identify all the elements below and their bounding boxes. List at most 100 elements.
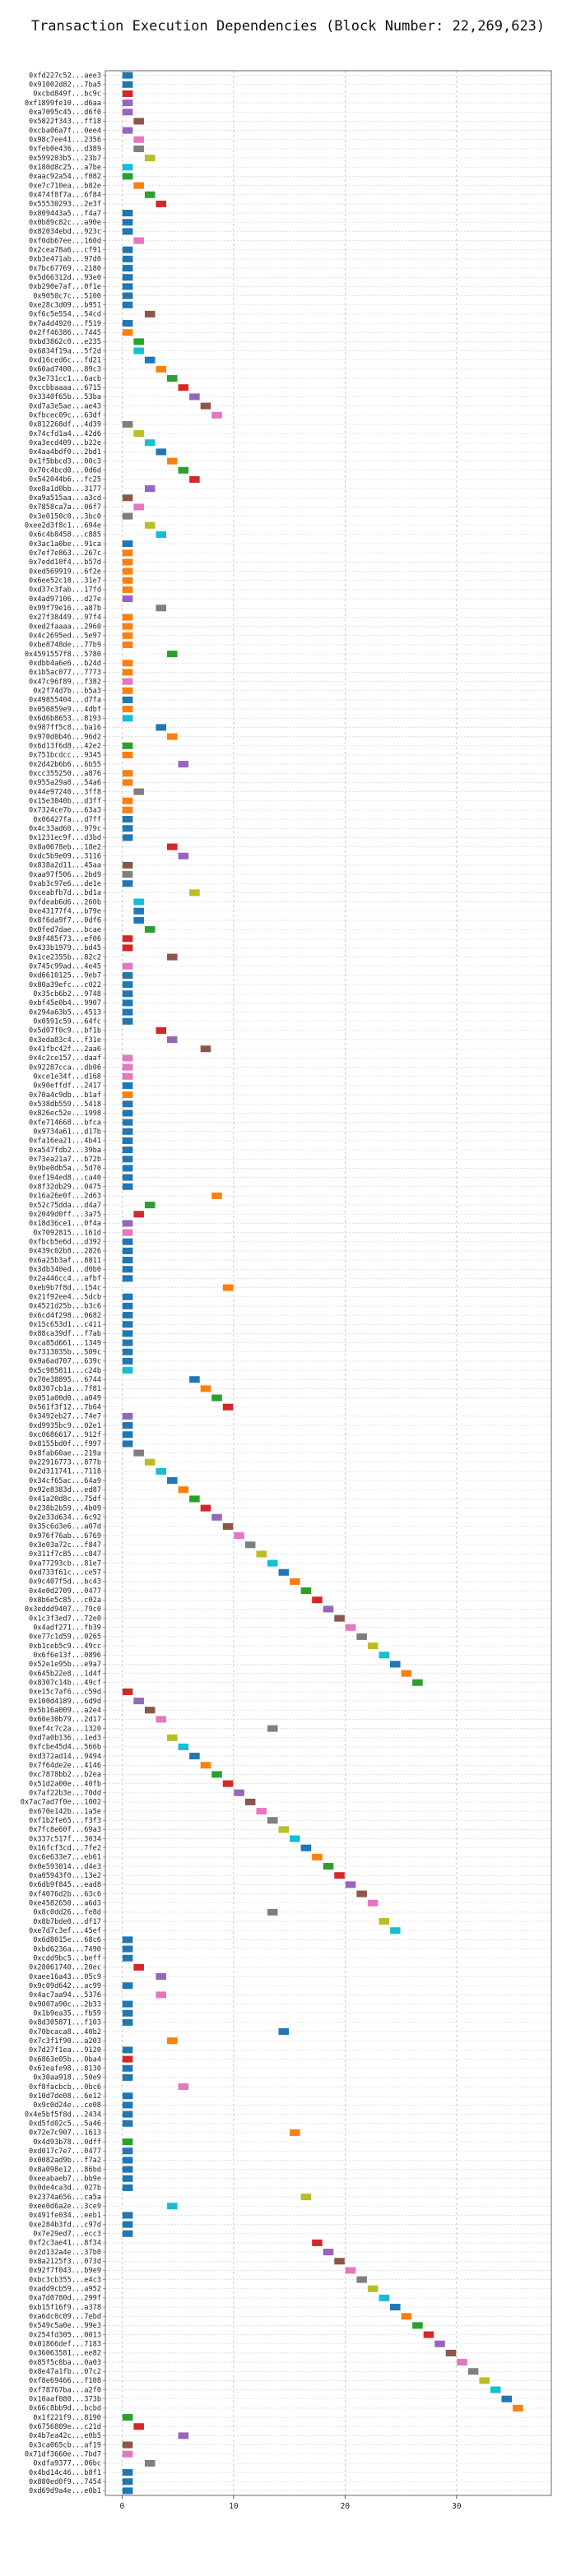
transaction-bar — [156, 605, 167, 612]
transaction-bar — [122, 301, 133, 308]
transaction-label: 0xdc5b9e09...3116 — [29, 853, 101, 861]
transaction-bar — [122, 825, 133, 832]
transaction-bar — [133, 1963, 144, 1971]
transaction-label: 0x6d13f6d8...42e2 — [29, 743, 101, 751]
transaction-bar — [133, 907, 144, 915]
transaction-label: 0x7e29ed7...ecc3 — [33, 2231, 101, 2239]
transaction-label: 0xfcbe45d4...566b — [29, 1744, 101, 1752]
transaction-bar — [222, 1284, 234, 1291]
transaction-label: 0xcbd849f...bc9c — [33, 90, 101, 99]
transaction-label: 0x9050c7c...5100 — [33, 292, 101, 300]
transaction-bar — [122, 210, 133, 217]
transaction-bar — [122, 586, 133, 593]
transaction-bar — [122, 797, 133, 804]
transaction-bar — [412, 1679, 423, 1686]
transaction-label: 0x645b22e8...1d4f — [29, 1670, 101, 1678]
transaction-bar — [122, 420, 133, 428]
transaction-bar — [122, 1054, 133, 1062]
transaction-label: 0x4adf271...fb39 — [33, 1624, 101, 1633]
transaction-label: 0x050859e9...4dbf — [29, 706, 101, 714]
transaction-label: 0x4c2695ed...5e97 — [29, 632, 101, 641]
transaction-bar — [122, 2212, 133, 2219]
transaction-bar — [122, 577, 133, 584]
transaction-bar — [122, 1954, 133, 1962]
transaction-bar — [234, 1532, 244, 1540]
transaction-label: 0x3e03a72c...f847 — [29, 1541, 101, 1550]
transaction-label: 0x3eda83c4...f31e — [29, 1036, 101, 1045]
transaction-label: 0xbc3cb355...e4c3 — [29, 2276, 101, 2284]
transaction-label: 0xa7095c45...d6f0 — [29, 109, 101, 117]
transaction-label: 0x91002d82...7ba5 — [29, 81, 101, 90]
transaction-bar — [144, 926, 156, 934]
transaction-bar — [267, 1559, 278, 1567]
transaction-label: 0x51d2a00e...40fb — [29, 1780, 101, 1788]
transaction-bar — [122, 1330, 133, 1337]
transaction-bar — [390, 2304, 401, 2311]
transaction-label: 0x7ac7ad7f0e...1002 — [21, 1799, 101, 1807]
transaction-bar — [200, 1504, 211, 1512]
transaction-label: 0x6a25b3af...8811 — [29, 1257, 101, 1265]
transaction-label: 0xed569919...6f2e — [29, 568, 101, 576]
transaction-label: 0xb15f16f9...a378 — [29, 2304, 101, 2312]
transaction-label: 0xe284b3fd...c97d — [29, 2221, 101, 2229]
transaction-bar — [122, 944, 133, 952]
transaction-bar — [467, 2368, 479, 2375]
transaction-bar — [222, 1403, 234, 1411]
transaction-label: 0x8a2125f3...073d — [29, 2258, 101, 2266]
transaction-bar — [122, 687, 133, 694]
transaction-label: 0x01866def...7183 — [29, 2341, 101, 2349]
transaction-bar — [222, 1522, 234, 1530]
transaction-label: 0x2ff46386...7445 — [29, 329, 101, 337]
transaction-bar — [122, 1091, 133, 1099]
transaction-label: 0x21f92ee4...5dcb — [29, 1294, 101, 1302]
transaction-bar — [122, 219, 133, 226]
transaction-label: 0x2d42b6b6...6b55 — [29, 761, 101, 769]
transaction-bar — [122, 614, 133, 621]
transaction-bar — [167, 651, 178, 658]
transaction-bar — [122, 806, 133, 813]
transaction-label: 0xa9a515aa...a3cd — [29, 494, 101, 503]
transaction-bar — [122, 1321, 133, 1328]
transaction-label: 0x8b6e5c85...c02a — [29, 1596, 101, 1605]
transaction-label: 0x1f5bbcd3...00c3 — [29, 457, 101, 466]
transaction-bar — [122, 1156, 133, 1163]
transaction-label: 0x9c09d642...ac99 — [29, 1982, 101, 1990]
transaction-bar — [122, 1220, 133, 1227]
transaction-bar — [122, 1128, 133, 1135]
transaction-bar — [144, 155, 156, 162]
transaction-bar — [122, 623, 133, 630]
transaction-bar — [122, 2092, 133, 2100]
transaction-label: 0x6863e05b...0ba4 — [29, 2055, 101, 2064]
transaction-bar — [133, 136, 144, 143]
transaction-label: 0x73ea21a7...b72b — [29, 1156, 101, 1164]
transaction-label: 0x34cf65ac...64a9 — [29, 1477, 101, 1485]
transaction-label: 0xee2d3f8c1...694e — [25, 522, 101, 530]
transaction-bar — [122, 1174, 133, 1181]
transaction-label: 0x9007a90c...2b33 — [29, 2000, 101, 2008]
transaction-label: 0x60e30b79...2d17 — [29, 1716, 101, 1724]
transaction-bar — [200, 1045, 211, 1053]
transaction-bar — [122, 1367, 133, 1374]
transaction-label: 0x6c4b8458...c885 — [29, 531, 101, 540]
transaction-bar — [122, 1440, 133, 1448]
transaction-label: 0x2374a656...ca5a — [29, 2194, 101, 2202]
transaction-bar — [167, 733, 178, 740]
transaction-bar — [122, 660, 133, 667]
transaction-bar — [122, 1073, 133, 1080]
transaction-label: 0xa6dc0c09...7ebd — [29, 2313, 101, 2321]
transaction-label: 0x6d8015e...68c6 — [33, 1936, 101, 1944]
transaction-label: 0xc0686617...912f — [29, 1431, 101, 1439]
transaction-label: 0x7bc67769...2180 — [29, 265, 101, 273]
transaction-bar — [122, 861, 133, 869]
transaction-label: 0xadd9cb59...a952 — [29, 2286, 101, 2294]
transaction-label: 0x2a446cc4...afbf — [29, 1275, 101, 1283]
transaction-label: 0xab3c97e6...de1e — [29, 880, 101, 888]
transaction-label: 0xd372ad14...9494 — [29, 1753, 101, 1761]
transaction-bar — [290, 2129, 300, 2136]
transaction-label: 0x2d311741...7118 — [29, 1468, 101, 1476]
x-tick-label: 10 — [229, 2502, 239, 2511]
transaction-bar — [300, 1587, 312, 1595]
transaction-label: 0x1231ec9f...d3bd — [29, 834, 101, 842]
transaction-bar — [156, 1467, 167, 1475]
transaction-bar — [323, 1605, 334, 1613]
